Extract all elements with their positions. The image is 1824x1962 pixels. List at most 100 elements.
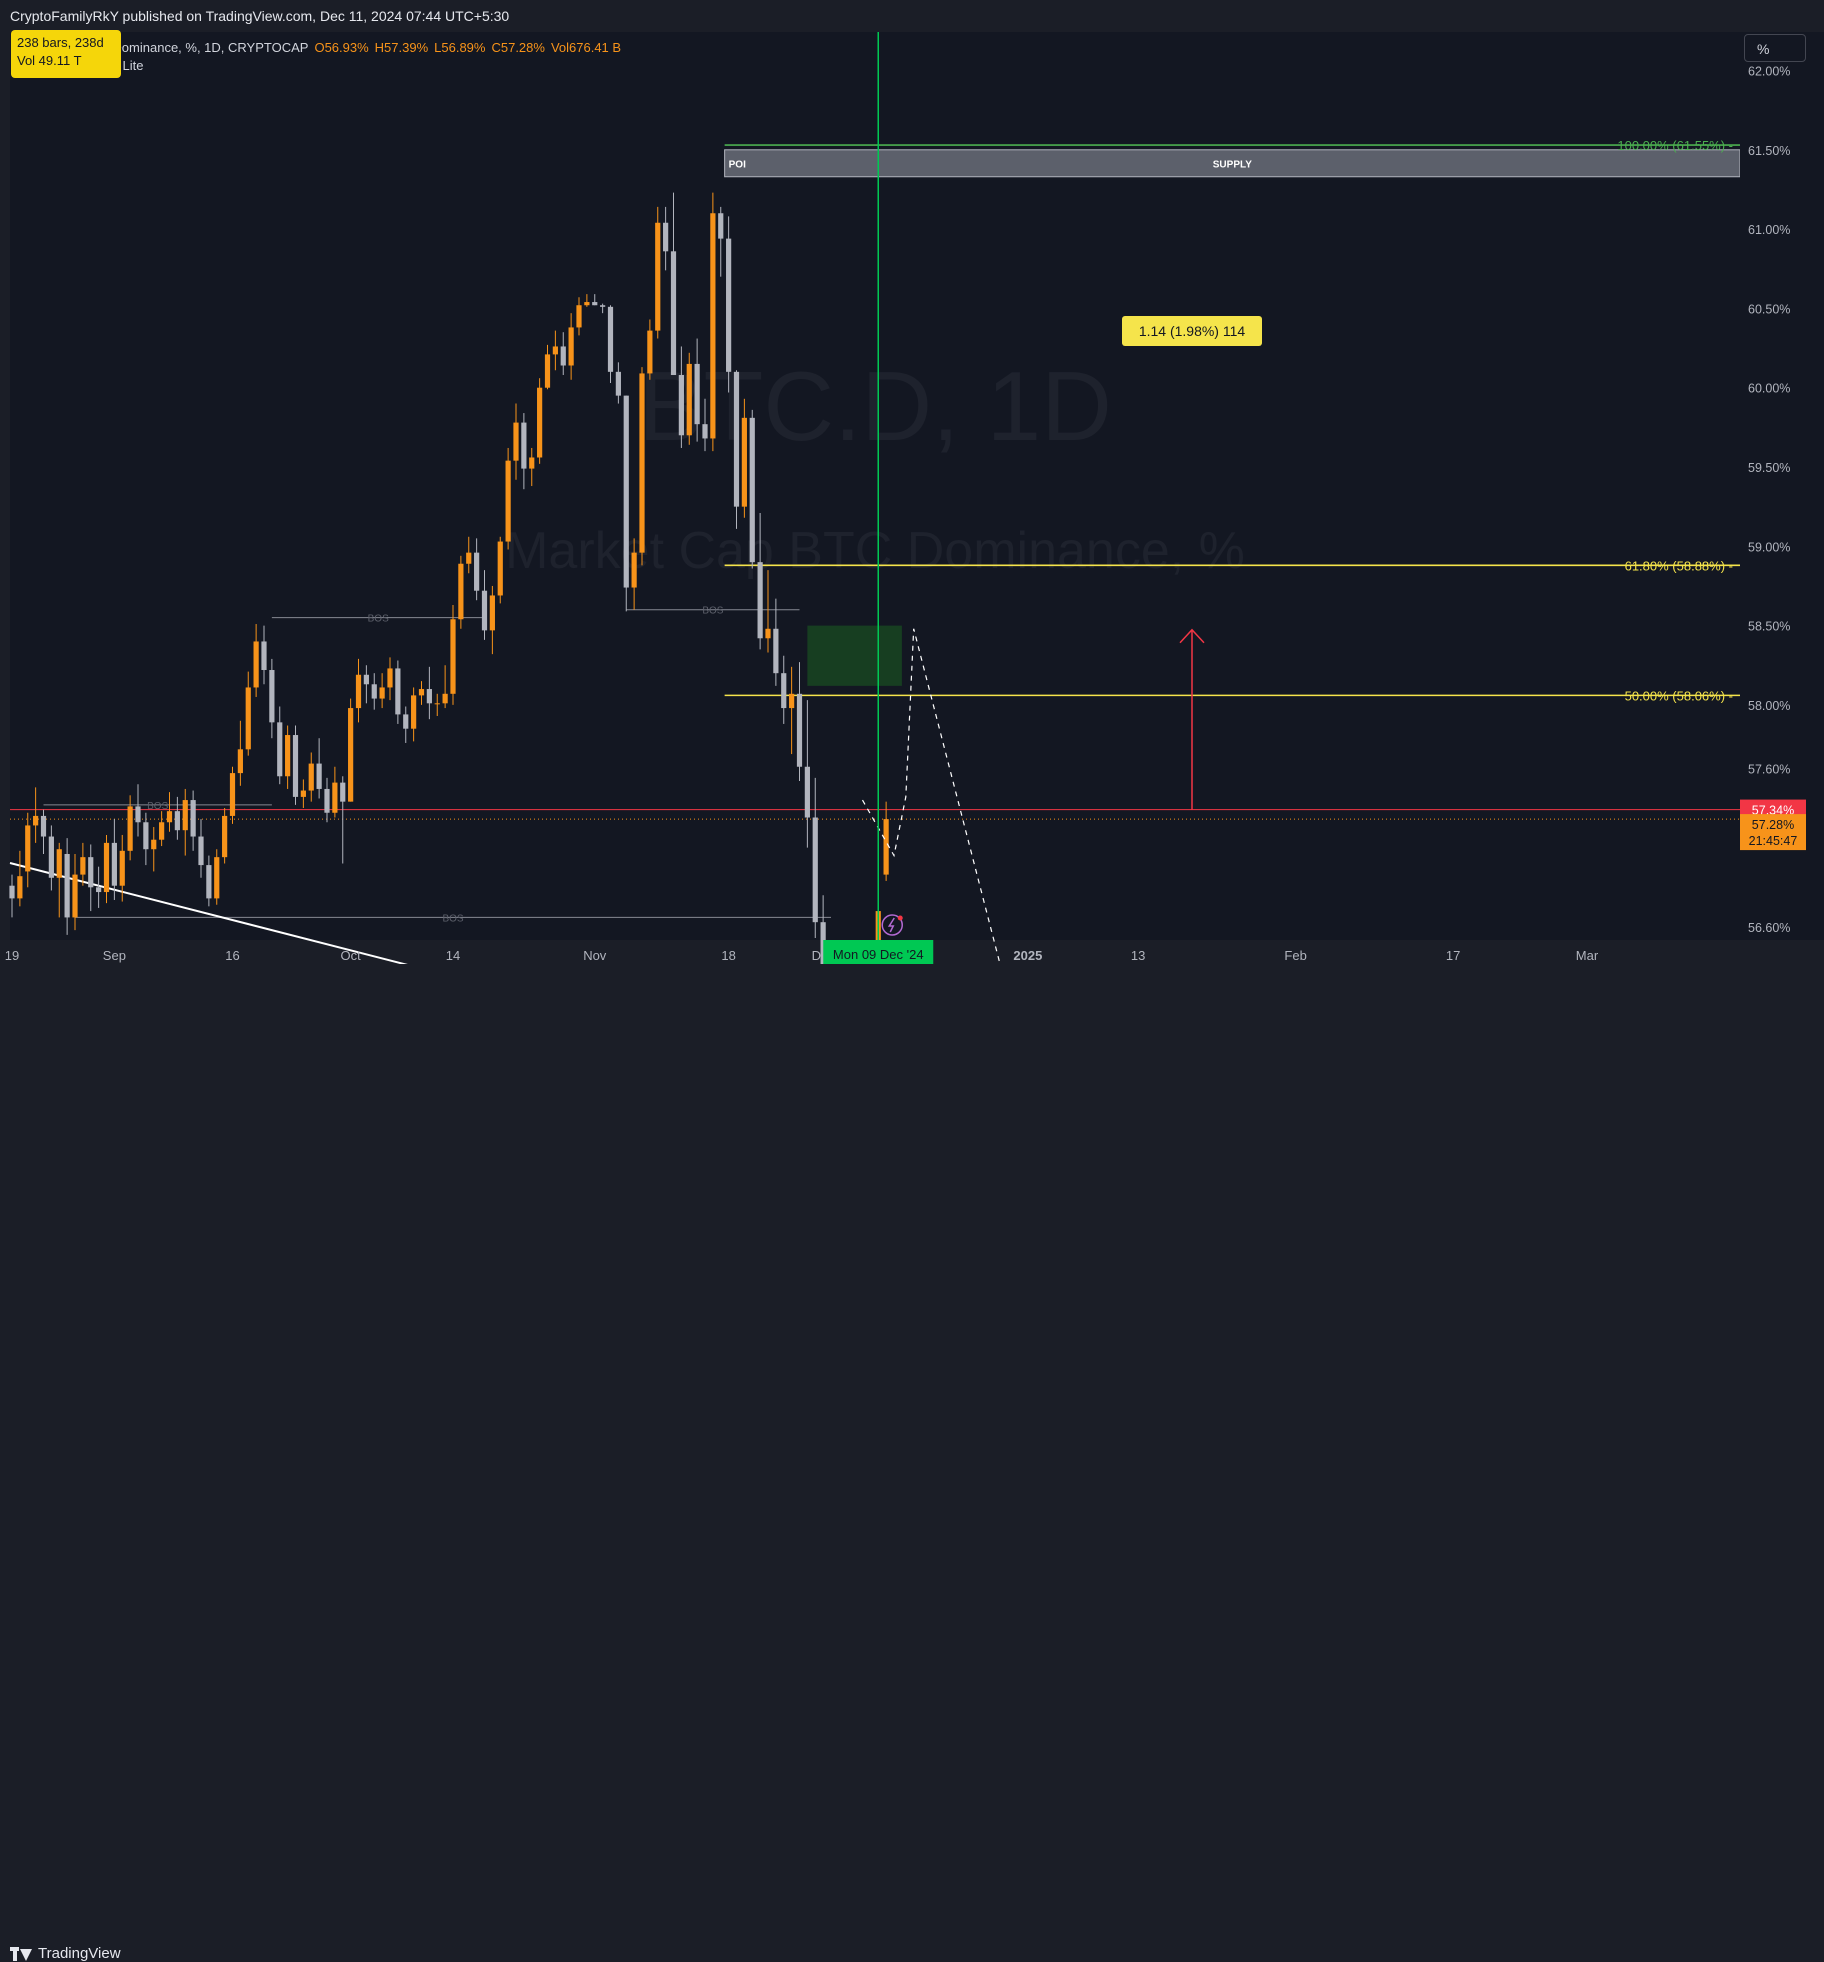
candle[interactable] [395, 668, 401, 715]
candle[interactable] [513, 422, 519, 461]
candle[interactable] [718, 213, 724, 239]
candle[interactable] [411, 695, 417, 729]
candle[interactable] [733, 371, 740, 507]
candle[interactable] [418, 689, 425, 696]
event-flash-icon[interactable] [881, 914, 903, 936]
projection-path[interactable] [861, 628, 1154, 1010]
candle[interactable] [631, 552, 637, 588]
candle[interactable] [592, 302, 598, 306]
candle[interactable] [316, 763, 322, 789]
candle[interactable] [198, 836, 204, 866]
candle[interactable] [308, 763, 314, 791]
candle[interactable] [663, 222, 669, 252]
candle[interactable] [324, 788, 330, 813]
candle[interactable] [489, 595, 495, 631]
candle[interactable] [466, 552, 472, 564]
candle[interactable] [521, 422, 527, 469]
candle[interactable] [560, 346, 566, 366]
candle[interactable] [103, 842, 110, 893]
candle[interactable] [726, 238, 732, 372]
candle[interactable] [544, 354, 551, 388]
candle[interactable] [781, 673, 787, 709]
candle[interactable] [379, 687, 385, 699]
candle[interactable] [159, 822, 165, 840]
candle[interactable] [552, 346, 558, 355]
candle[interactable] [261, 641, 267, 671]
candle[interactable] [434, 703, 440, 705]
candle[interactable] [529, 457, 535, 469]
candle[interactable] [804, 766, 810, 818]
candle[interactable] [355, 674, 362, 709]
candle[interactable] [25, 825, 31, 872]
candle[interactable] [80, 857, 86, 875]
candle[interactable] [253, 641, 259, 688]
candle[interactable] [796, 693, 803, 767]
candle[interactable] [458, 563, 464, 620]
candle[interactable] [190, 800, 196, 837]
candle[interactable] [600, 305, 606, 307]
candle[interactable] [741, 417, 747, 507]
candle[interactable] [537, 387, 543, 458]
candle[interactable] [442, 693, 448, 704]
candle[interactable] [694, 363, 700, 425]
candle[interactable] [277, 722, 283, 777]
candle[interactable] [88, 857, 94, 888]
candle[interactable] [812, 817, 818, 923]
candle[interactable] [174, 811, 180, 831]
candle[interactable] [166, 811, 173, 823]
candle[interactable] [206, 865, 212, 899]
candle[interactable] [17, 876, 23, 899]
candle[interactable] [710, 213, 716, 439]
candle[interactable] [789, 693, 795, 709]
candle[interactable] [702, 424, 708, 439]
candle[interactable] [686, 363, 692, 436]
candle[interactable] [33, 815, 39, 826]
candle[interactable] [450, 619, 456, 694]
candle[interactable] [245, 687, 251, 750]
candle[interactable] [773, 628, 779, 674]
candle[interactable] [615, 371, 621, 396]
candle[interactable] [214, 857, 220, 899]
candle[interactable] [340, 782, 346, 802]
candle[interactable] [292, 735, 299, 797]
candle[interactable] [222, 815, 228, 858]
candle[interactable] [96, 887, 102, 893]
percent-scale-button[interactable]: % [1744, 34, 1806, 62]
measure-label-box[interactable] [1122, 316, 1262, 346]
candle[interactable] [269, 670, 275, 723]
candle[interactable] [568, 327, 574, 366]
candle[interactable] [623, 395, 629, 588]
candle[interactable] [497, 541, 503, 596]
candle[interactable] [387, 668, 393, 688]
candle[interactable] [678, 375, 684, 436]
candle[interactable] [647, 330, 653, 374]
candle[interactable] [182, 800, 188, 831]
candle[interactable] [639, 373, 645, 553]
candle[interactable] [765, 628, 771, 639]
candle[interactable] [607, 306, 614, 372]
candle[interactable] [403, 714, 409, 729]
tradingview-logo[interactable]: TradingView [10, 1945, 121, 1962]
candle[interactable] [72, 874, 78, 918]
candle[interactable] [40, 815, 47, 837]
candle[interactable] [371, 684, 377, 699]
candle[interactable] [655, 222, 661, 331]
candle[interactable] [481, 590, 488, 631]
fvg-zone[interactable] [807, 625, 902, 686]
candle[interactable] [127, 806, 133, 851]
candle[interactable] [363, 674, 369, 685]
price-axis[interactable] [1740, 32, 1824, 940]
candle[interactable] [229, 773, 236, 816]
candle[interactable] [119, 850, 125, 886]
candle[interactable] [9, 885, 15, 899]
candle[interactable] [135, 806, 141, 823]
candle[interactable] [237, 749, 243, 774]
candle[interactable] [300, 790, 306, 797]
candle[interactable] [151, 839, 157, 850]
candle[interactable] [505, 460, 511, 542]
candle[interactable] [883, 819, 889, 875]
candle[interactable] [56, 849, 62, 878]
chart-svg[interactable]: BTC.D, 1D Market Cap BTC Dominance, % SUPP… [0, 0, 1824, 1010]
candle[interactable] [143, 822, 149, 850]
trendline[interactable] [9, 862, 1740, 1010]
